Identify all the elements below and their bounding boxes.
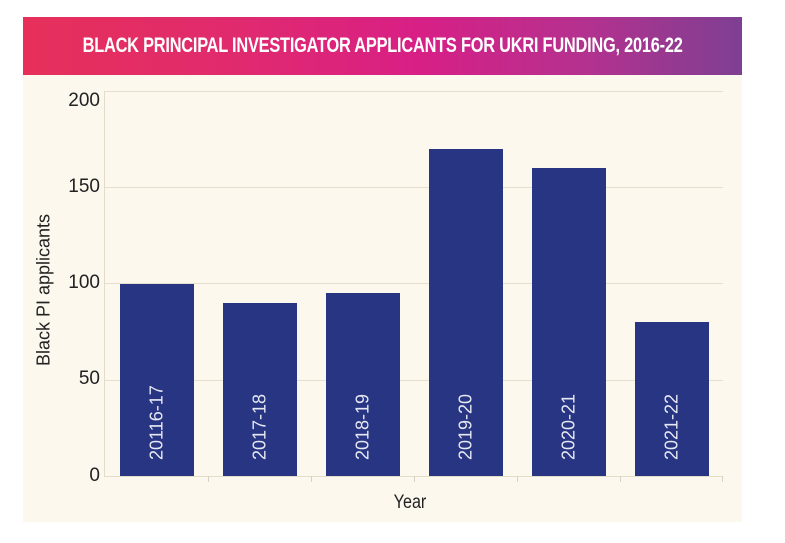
y-tick-100: 100 <box>68 272 100 293</box>
x-axis-label: Year <box>393 492 427 513</box>
x-tick <box>722 476 723 482</box>
gridline-50 <box>105 380 723 381</box>
x-tick <box>311 476 312 482</box>
y-tick-200: 200 <box>68 90 100 111</box>
bar-2020-21: 2020-21 <box>532 168 606 476</box>
bar-2017-18: 2017-18 <box>223 303 297 476</box>
y-tick-0: 0 <box>89 465 100 486</box>
plot-area: 20116-17 2017-18 2018-19 2019-20 2020-21… <box>104 91 723 482</box>
bar-category-label: 2020-21 <box>558 393 579 460</box>
gridline-200 <box>105 91 723 92</box>
chart-header: BLACK PRINCIPAL INVESTIGATOR APPLICANTS … <box>23 17 742 75</box>
bar-2016-17: 20116-17 <box>120 284 194 476</box>
x-tick <box>414 476 415 482</box>
x-tick <box>620 476 621 482</box>
bar-2021-22: 2021-22 <box>635 322 709 476</box>
bar-category-label: 20116-17 <box>146 385 167 460</box>
gridline-100 <box>105 283 723 284</box>
bar-category-label: 2018-19 <box>352 393 373 460</box>
y-tick-150: 150 <box>68 176 100 197</box>
gridline-150 <box>105 187 723 188</box>
bar-category-label: 2019-20 <box>455 393 476 460</box>
x-tick <box>208 476 209 482</box>
bar-category-label: 2017-18 <box>249 393 270 460</box>
bar-category-label: 2021-22 <box>661 393 682 460</box>
x-tick <box>517 476 518 482</box>
bar-2018-19: 2018-19 <box>326 293 400 476</box>
y-tick-50: 50 <box>78 368 100 389</box>
bar-2019-20: 2019-20 <box>429 149 503 476</box>
chart-title: BLACK PRINCIPAL INVESTIGATOR APPLICANTS … <box>82 34 683 57</box>
